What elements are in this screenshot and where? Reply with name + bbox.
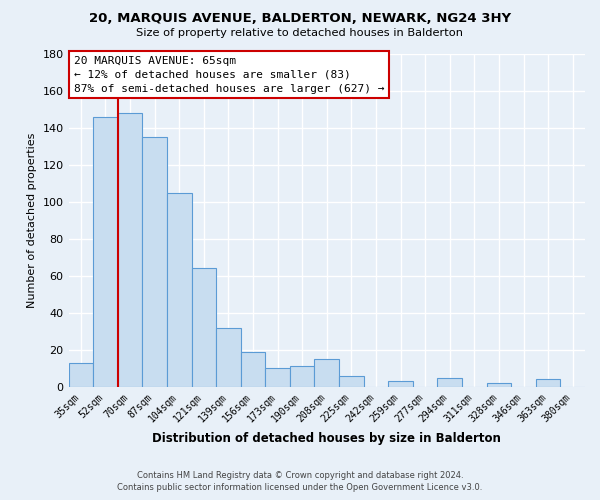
Bar [265, 368, 290, 387]
Text: Size of property relative to detached houses in Balderton: Size of property relative to detached ho… [137, 28, 464, 38]
Bar [216, 328, 241, 387]
Bar [437, 378, 462, 387]
Text: Contains HM Land Registry data © Crown copyright and database right 2024.
Contai: Contains HM Land Registry data © Crown c… [118, 471, 482, 492]
Bar [118, 113, 142, 387]
Bar [93, 117, 118, 387]
Bar [290, 366, 314, 387]
Text: 20, MARQUIS AVENUE, BALDERTON, NEWARK, NG24 3HY: 20, MARQUIS AVENUE, BALDERTON, NEWARK, N… [89, 12, 511, 26]
Text: 20 MARQUIS AVENUE: 65sqm
← 12% of detached houses are smaller (83)
87% of semi-d: 20 MARQUIS AVENUE: 65sqm ← 12% of detach… [74, 56, 384, 94]
Bar [487, 383, 511, 387]
Bar [314, 359, 339, 387]
Bar [388, 382, 413, 387]
Y-axis label: Number of detached properties: Number of detached properties [27, 132, 37, 308]
X-axis label: Distribution of detached houses by size in Balderton: Distribution of detached houses by size … [152, 432, 501, 445]
Bar [241, 352, 265, 387]
Bar [68, 363, 93, 387]
Bar [167, 192, 191, 387]
Bar [536, 380, 560, 387]
Bar [191, 268, 216, 387]
Bar [142, 137, 167, 387]
Bar [339, 376, 364, 387]
